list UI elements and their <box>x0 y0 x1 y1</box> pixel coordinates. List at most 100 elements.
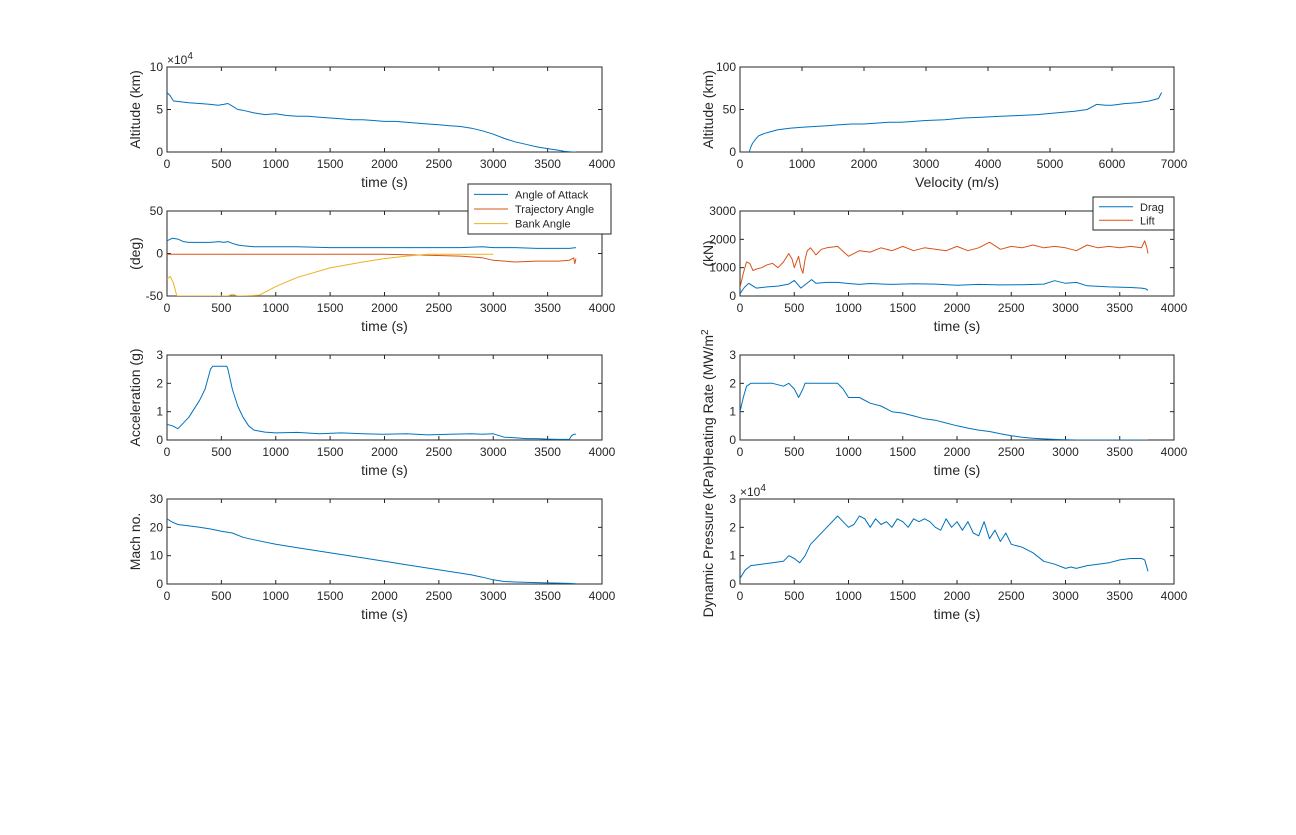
axes-box <box>739 66 1175 153</box>
y-tick-label: 1 <box>156 405 163 419</box>
x-tick-label: 1000 <box>262 589 289 603</box>
x-tick-label: 0 <box>164 445 171 459</box>
y-axis-label-superscript: 2 <box>700 329 711 335</box>
y-tick-label: 100 <box>716 60 736 74</box>
legend-label: Lift <box>1140 215 1155 227</box>
x-tick-label: 0 <box>737 445 744 459</box>
series-line-1 <box>167 518 576 584</box>
x-tick-label: 3500 <box>534 301 561 315</box>
axis-exponent: ×104 <box>167 51 193 67</box>
x-tick-label: 3500 <box>534 157 561 171</box>
x-tick-label: 1500 <box>317 157 344 171</box>
x-tick-label: 1500 <box>889 301 916 315</box>
y-tick-label: 30 <box>150 492 164 506</box>
x-tick-label: 3500 <box>1106 301 1133 315</box>
x-tick-label: 2000 <box>944 445 971 459</box>
x-axis-label: time (s) <box>934 318 981 334</box>
y-axis-label: Altitude (km) <box>127 70 143 149</box>
y-tick-label: 3 <box>729 492 736 506</box>
axis-exponent-power: 4 <box>187 51 193 62</box>
x-tick-label: 2500 <box>998 589 1025 603</box>
x-tick-label: 500 <box>211 301 231 315</box>
y-tick-label: 1 <box>729 405 736 419</box>
y-tick-label: 0 <box>729 289 736 303</box>
legend-label: Trajectory Angle <box>515 204 594 216</box>
y-tick-label: 1000 <box>709 261 736 275</box>
x-tick-label: 2000 <box>944 301 971 315</box>
y-tick-label: 0 <box>729 577 736 591</box>
y-tick-label: 0 <box>729 145 736 159</box>
axes-box <box>166 66 603 153</box>
x-tick-label: 4000 <box>589 589 616 603</box>
legend: Angle of Attack Trajectory Angle Bank Angl… <box>467 183 612 235</box>
x-tick-label: 3000 <box>1052 301 1079 315</box>
x-tick-label: 4000 <box>589 301 616 315</box>
y-tick-label: 20 <box>150 520 164 534</box>
x-tick-label: 4000 <box>1161 589 1188 603</box>
x-tick-label: 3500 <box>1106 445 1133 459</box>
x-tick-label: 3500 <box>534 589 561 603</box>
x-axis-label: Velocity (m/s) <box>915 174 999 190</box>
x-tick-label: 0 <box>164 589 171 603</box>
x-tick-label: 3000 <box>1052 445 1079 459</box>
x-tick-label: 1000 <box>789 157 816 171</box>
y-tick-label: 2000 <box>709 232 736 246</box>
x-tick-label: 3000 <box>480 589 507 603</box>
series-line-1 <box>167 92 576 152</box>
y-tick-label: -50 <box>146 289 164 303</box>
chart-panel-8: 0 500 1000 1500 2000 2500 3000 3500 4000 0 1 2 3 ×104… <box>700 466 1188 622</box>
y-tick-label: 50 <box>150 204 164 218</box>
chart-panel-4: 0 500 1000 1500 2000 2500 3000 3500 4000 0 1000 200… <box>700 196 1188 334</box>
y-tick-label: 2 <box>729 376 736 390</box>
axes-box <box>739 498 1175 585</box>
chart-panel-1: 0 500 1000 1500 2000 2500 3000 3500 4000 0 5 10 ×104… <box>127 51 616 190</box>
x-axis-label: time (s) <box>361 462 408 478</box>
series-line-1 <box>740 382 1148 440</box>
x-tick-label: 2500 <box>426 301 453 315</box>
series-line-angle-of-attack <box>167 237 576 249</box>
chart-panel-6: 0 500 1000 1500 2000 2500 3000 3500 4000 0 1 2 3 time… <box>700 329 1188 478</box>
series-line-trajectory-angle <box>167 253 577 265</box>
x-tick-label: 500 <box>211 157 231 171</box>
x-tick-label: 0 <box>164 301 171 315</box>
x-tick-label: 4000 <box>1161 301 1188 315</box>
x-tick-label: 500 <box>784 445 804 459</box>
x-tick-label: 1000 <box>835 589 862 603</box>
x-tick-label: 5000 <box>1037 157 1064 171</box>
x-tick-label: 1500 <box>889 445 916 459</box>
chart-panel-7: 0 500 1000 1500 2000 2500 3000 3500 4000 0 10 20 30 t… <box>127 492 616 622</box>
y-axis-label: Heating Rate (MW/m2 <box>700 329 716 466</box>
axes-box <box>739 354 1175 441</box>
x-tick-label: 3500 <box>534 445 561 459</box>
x-tick-label: 3000 <box>1052 589 1079 603</box>
x-tick-label: 2500 <box>998 445 1025 459</box>
y-tick-label: 0 <box>156 247 163 261</box>
y-tick-label: 2 <box>156 376 163 390</box>
y-tick-label: 5 <box>156 103 163 117</box>
x-tick-label: 500 <box>784 589 804 603</box>
x-tick-label: 1000 <box>835 445 862 459</box>
x-tick-label: 4000 <box>589 445 616 459</box>
axes-box <box>166 498 603 585</box>
x-tick-label: 2500 <box>426 445 453 459</box>
series-line-bank-angle <box>167 253 494 296</box>
axis-exponent-power: 4 <box>760 483 766 494</box>
x-tick-label: 3000 <box>480 157 507 171</box>
x-tick-label: 2000 <box>851 157 878 171</box>
x-tick-label: 1500 <box>317 589 344 603</box>
x-axis-label: time (s) <box>934 606 981 622</box>
x-axis-label: time (s) <box>361 606 408 622</box>
x-tick-label: 2000 <box>944 589 971 603</box>
y-axis-label: (kN) <box>700 240 716 266</box>
x-axis-label: time (s) <box>934 462 981 478</box>
legend-label: Drag <box>1140 202 1164 214</box>
x-tick-label: 3000 <box>913 157 940 171</box>
y-tick-label: 0 <box>156 577 163 591</box>
x-tick-label: 4000 <box>975 157 1002 171</box>
x-tick-label: 1500 <box>317 301 344 315</box>
x-tick-label: 0 <box>164 157 171 171</box>
y-axis-label: Mach no. <box>127 513 143 571</box>
y-tick-label: 0 <box>729 433 736 447</box>
x-tick-label: 2000 <box>371 589 398 603</box>
